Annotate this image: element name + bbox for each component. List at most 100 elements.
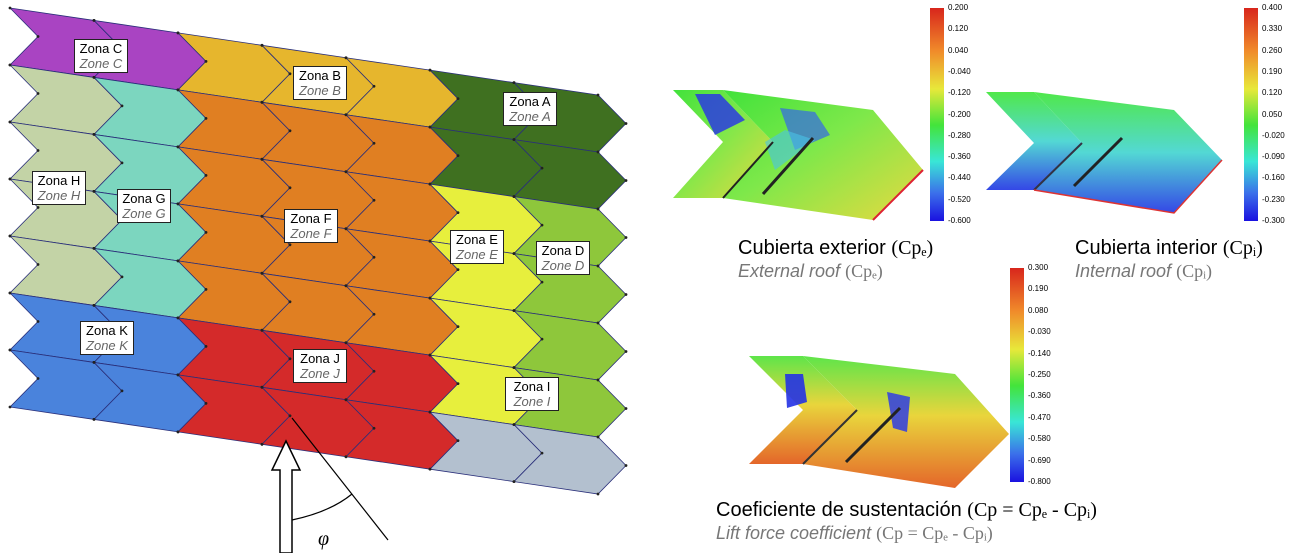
panel-node: [92, 133, 96, 136]
panel-node: [456, 211, 460, 215]
panel-node: [540, 223, 544, 227]
internal-ridge: [1072, 136, 1124, 188]
panel-node: [344, 227, 348, 231]
panel-node: [372, 255, 376, 259]
panel-node: [372, 312, 376, 316]
panel-node: [204, 344, 208, 348]
panel-node: [624, 407, 628, 410]
panel-node: [92, 304, 96, 307]
panel-node: [624, 293, 628, 296]
panel-node: [204, 173, 208, 177]
panel-node: [512, 138, 516, 141]
external-roof-colorbar: [930, 8, 944, 221]
panel-node: [596, 435, 600, 439]
panel-node: [596, 150, 600, 154]
colorbar-tick-label: -0.600: [948, 216, 971, 225]
colorbar-tick-label: 0.050: [1262, 109, 1283, 119]
panel-node: [288, 300, 292, 304]
colorbar-tick-label: 0.120: [1262, 88, 1283, 98]
colorbar-tick-label: 0.200: [948, 3, 969, 12]
panel-node: [596, 93, 600, 97]
internal-roof-contour-plot: [986, 92, 1223, 214]
panel-node: [456, 97, 460, 101]
zone-label-h: Zona H Zone H: [32, 171, 86, 205]
colorbar-tick-label: -0.580: [1028, 434, 1051, 444]
colorbar-tick-label: -0.120: [948, 88, 971, 98]
panel-node: [428, 467, 432, 471]
colorbar-tick-label: -0.360: [1028, 391, 1051, 401]
panel-node: [36, 35, 40, 38]
panel-node: [204, 230, 208, 234]
panel-node: [596, 378, 600, 382]
panel-node: [92, 19, 96, 22]
internal-roof-caption: Cubierta interior (Cpᵢ) Internal roof (C…: [1075, 237, 1263, 281]
panel-node: [288, 414, 292, 418]
internal-right-panel: [1034, 92, 1222, 213]
panel-node: [456, 439, 460, 443]
colorbar-tick-label: -0.200: [948, 109, 971, 119]
panel-node: [372, 198, 376, 202]
panel-node: [512, 81, 516, 84]
panel-node: [260, 157, 264, 161]
zone-label-a: Zona A Zone A: [503, 92, 557, 126]
panel-node: [372, 369, 376, 373]
panel-node: [512, 252, 516, 255]
panel-node: [512, 423, 516, 426]
panel-node: [540, 280, 544, 284]
zone-label-e: Zona E Zone E: [450, 230, 504, 264]
colorbar-tick-label: 0.080: [1028, 305, 1049, 315]
panel-node: [36, 377, 40, 380]
panel-node: [176, 88, 180, 92]
internal-roof-colorbar-ticks: 0.400 0.330 0.260 0.190 0.120 0.050 -0.020 -0.0…: [1262, 4, 1292, 226]
colorbar-tick-label: -0.040: [948, 66, 971, 76]
wind-angle-label: φ: [318, 528, 330, 550]
lift-coefficient-contour-plot: [749, 356, 1009, 488]
panel-node: [260, 214, 264, 218]
external-ridge: [722, 141, 774, 199]
panel-node: [428, 239, 432, 243]
colorbar-tick-label: -0.800: [1028, 477, 1051, 486]
lift-ridge: [802, 409, 858, 465]
colorbar-tick-label: 0.300: [1028, 263, 1049, 272]
external-left-panel: [673, 90, 773, 198]
panel-node: [540, 451, 544, 455]
panel-node: [36, 320, 40, 323]
panel-node: [176, 373, 180, 377]
colorbar-tick-label: -0.440: [948, 173, 971, 183]
panel-node: [176, 259, 180, 263]
panel-node: [176, 145, 180, 149]
zone-label-c: Zona C Zone C: [74, 39, 128, 73]
panel-node: [8, 6, 12, 10]
zone-label-d: Zona D Zone D: [536, 241, 590, 275]
panel-node: [176, 316, 180, 320]
panel-node: [36, 149, 40, 152]
panel-node: [540, 337, 544, 341]
internal-ridge: [1033, 142, 1083, 191]
external-low-zone: [765, 130, 815, 170]
panel-node: [624, 179, 628, 182]
panel-node: [596, 321, 600, 325]
panel-node: [344, 56, 348, 60]
panel-node: [120, 389, 124, 393]
panel-node: [456, 268, 460, 272]
panel-node: [596, 264, 600, 268]
panel-node: [8, 291, 12, 295]
external-right-panel: [723, 90, 923, 220]
panel-node: [120, 275, 124, 279]
internal-roof-colorbar: [1244, 8, 1258, 221]
panel-node: [8, 234, 12, 238]
external-roof-contour-plot: [673, 90, 924, 221]
panel-node: [176, 202, 180, 206]
colorbar-tick-label: -0.360: [948, 152, 971, 162]
panel-node: [344, 284, 348, 288]
colorbar-tick-label: -0.520: [948, 194, 971, 204]
panel-node: [428, 68, 432, 72]
colorbar-tick-label: -0.140: [1028, 348, 1051, 358]
panel-node: [596, 207, 600, 211]
zone-label-j: Zona J Zone J: [293, 349, 347, 383]
panel-node: [204, 401, 208, 405]
colorbar-tick-label: -0.020: [1262, 130, 1285, 140]
lift-coefficient-colorbar: [1010, 268, 1024, 482]
panel-node: [260, 100, 264, 104]
panel-node: [36, 206, 40, 209]
